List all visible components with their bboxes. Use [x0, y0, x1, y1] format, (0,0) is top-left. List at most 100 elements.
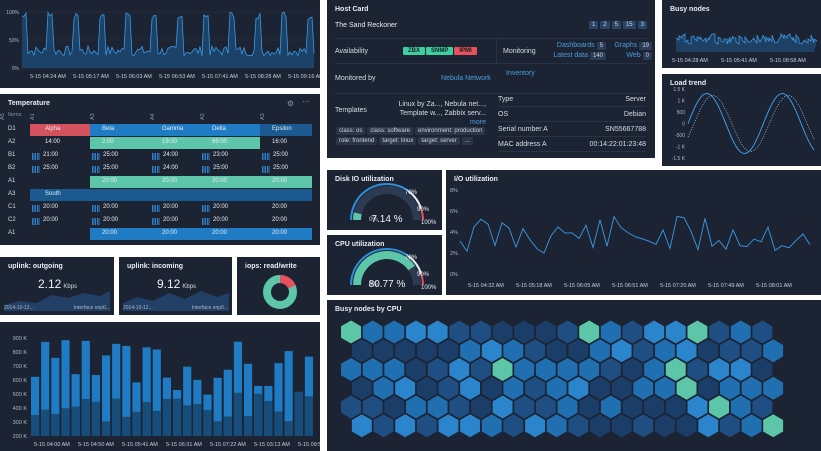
hex-cell[interactable] [557, 320, 578, 344]
temperature-cell[interactable]: 20:00 [150, 215, 200, 227]
monitoring-link-label[interactable]: Graphs [614, 42, 638, 49]
hex-cell[interactable] [752, 358, 773, 381]
monitoring-link[interactable]: Graphs 19 [606, 42, 652, 50]
hex-cell[interactable] [568, 339, 589, 363]
monitoring-links[interactable]: Dashboards 5 Graphs 19 Latest data 140 Web 0 [548, 42, 653, 60]
monitoring-link[interactable]: Web 0 [606, 52, 652, 60]
host-tag[interactable]: class: software [367, 127, 414, 135]
hex-cell[interactable] [655, 414, 675, 438]
temperature-cell[interactable]: 25:00 [260, 163, 312, 175]
temperature-cell[interactable]: Beta [90, 124, 150, 136]
problem-counters[interactable]: 1 2 5 15 3 [587, 21, 647, 29]
hex-cell[interactable] [460, 376, 480, 400]
availability-badge-ipmi[interactable]: IPMI [454, 47, 477, 55]
hex-cell[interactable] [611, 414, 632, 438]
hex-cell[interactable] [622, 358, 643, 381]
hex-cell[interactable] [600, 358, 621, 381]
hex-cell[interactable] [622, 395, 643, 419]
hex-cell[interactable] [492, 320, 513, 344]
temperature-cell[interactable]: 89:00 [200, 137, 260, 149]
temperature-cell[interactable]: 20:00 [150, 228, 200, 240]
hex-cell[interactable] [698, 376, 719, 400]
temperature-cell[interactable]: 16:00 [260, 137, 312, 149]
hex-cell[interactable] [730, 358, 751, 381]
temperature-cell[interactable] [150, 189, 200, 201]
hex-cell[interactable] [644, 358, 665, 381]
monitoring-link-label[interactable]: Latest data [553, 52, 588, 59]
hex-cell[interactable] [503, 414, 524, 438]
hex-cell[interactable] [341, 320, 361, 344]
temperature-cell[interactable] [90, 189, 150, 201]
host-name[interactable]: The Sand Reckoner [335, 22, 398, 29]
problem-counter[interactable]: 2 [600, 21, 610, 29]
hex-cell[interactable] [406, 395, 426, 419]
temperature-cell[interactable] [200, 189, 260, 201]
hex-cell[interactable] [492, 358, 513, 381]
hex-cell[interactable] [449, 395, 470, 419]
hex-cell[interactable] [406, 358, 426, 381]
hex-cell[interactable] [362, 320, 383, 344]
availability-badge-snmp[interactable]: SNMP [426, 47, 454, 55]
hex-cell[interactable] [655, 339, 675, 363]
temperature-cell[interactable]: 20:00 [90, 215, 150, 227]
hex-cell[interactable] [427, 358, 448, 381]
temperature-cell[interactable]: 25:00 [30, 163, 90, 175]
temperature-cell[interactable]: 20:00 [200, 202, 260, 214]
hex-cell[interactable] [416, 414, 437, 438]
temperature-cell[interactable]: 2:00 [90, 137, 150, 149]
hex-cell[interactable] [763, 376, 784, 400]
temperature-cell[interactable]: 20:00 [260, 202, 312, 214]
host-tag[interactable]: role: frontend [336, 137, 378, 145]
hex-cell[interactable] [600, 320, 621, 344]
problem-counter[interactable]: 1 [588, 21, 599, 29]
hex-cell[interactable] [449, 320, 470, 344]
hex-cell[interactable] [687, 395, 708, 419]
temperature-cell[interactable]: 20:00 [90, 228, 150, 240]
hex-cell[interactable] [362, 395, 383, 419]
hex-cell[interactable] [730, 395, 751, 419]
more-icon[interactable]: ⋯ [302, 97, 310, 106]
hex-cell[interactable] [719, 339, 740, 363]
hex-cell[interactable] [514, 395, 535, 419]
hex-cell[interactable] [341, 358, 361, 381]
hex-cell[interactable] [373, 339, 394, 363]
monitoring-link-label[interactable]: Dashboards [556, 42, 595, 49]
hex-cell[interactable] [665, 395, 686, 419]
hex-cell[interactable] [719, 414, 740, 438]
hex-cell[interactable] [351, 339, 372, 363]
temperature-cell[interactable]: 25:00 [90, 150, 150, 162]
hex-cell[interactable] [384, 395, 405, 419]
hex-cell[interactable] [579, 395, 600, 419]
hex-cell[interactable] [341, 395, 361, 419]
hex-cell[interactable] [752, 395, 773, 419]
hex-cell[interactable] [633, 339, 654, 363]
problem-counter[interactable]: 5 [611, 21, 621, 29]
hex-cell[interactable] [438, 339, 459, 363]
hex-cell[interactable] [351, 414, 372, 438]
temperature-cell[interactable]: 20:00 [30, 215, 90, 227]
hex-cell[interactable] [698, 339, 719, 363]
hex-cell[interactable] [427, 395, 448, 419]
temperature-cell[interactable]: 24:00 [150, 150, 200, 162]
problem-counter[interactable]: 3 [637, 21, 647, 29]
host-tag[interactable]: target: linux [379, 137, 417, 145]
temperature-cell[interactable]: 20:00 [200, 228, 260, 240]
temperature-cell[interactable]: 20:00 [200, 215, 260, 227]
hex-cell[interactable] [503, 376, 524, 400]
temperature-cell[interactable]: 20:00 [90, 176, 150, 188]
hex-cell[interactable] [525, 339, 545, 363]
hex-cell[interactable] [514, 358, 535, 381]
hex-cell[interactable] [395, 414, 416, 438]
monitoring-link-label[interactable]: Web [626, 52, 641, 59]
temperature-cell[interactable]: 20:00 [260, 215, 312, 227]
gear-icon[interactable]: ⚙ [286, 99, 294, 108]
hex-cell[interactable] [406, 320, 426, 344]
temperature-cell[interactable] [30, 228, 90, 240]
hex-cell[interactable] [622, 320, 643, 344]
hex-cell[interactable] [655, 376, 675, 400]
hex-cell[interactable] [557, 395, 578, 419]
temperature-cell[interactable]: Delta [200, 124, 260, 136]
hex-cell[interactable] [470, 320, 491, 344]
hex-cell[interactable] [395, 376, 416, 400]
hex-cell[interactable] [416, 339, 437, 363]
